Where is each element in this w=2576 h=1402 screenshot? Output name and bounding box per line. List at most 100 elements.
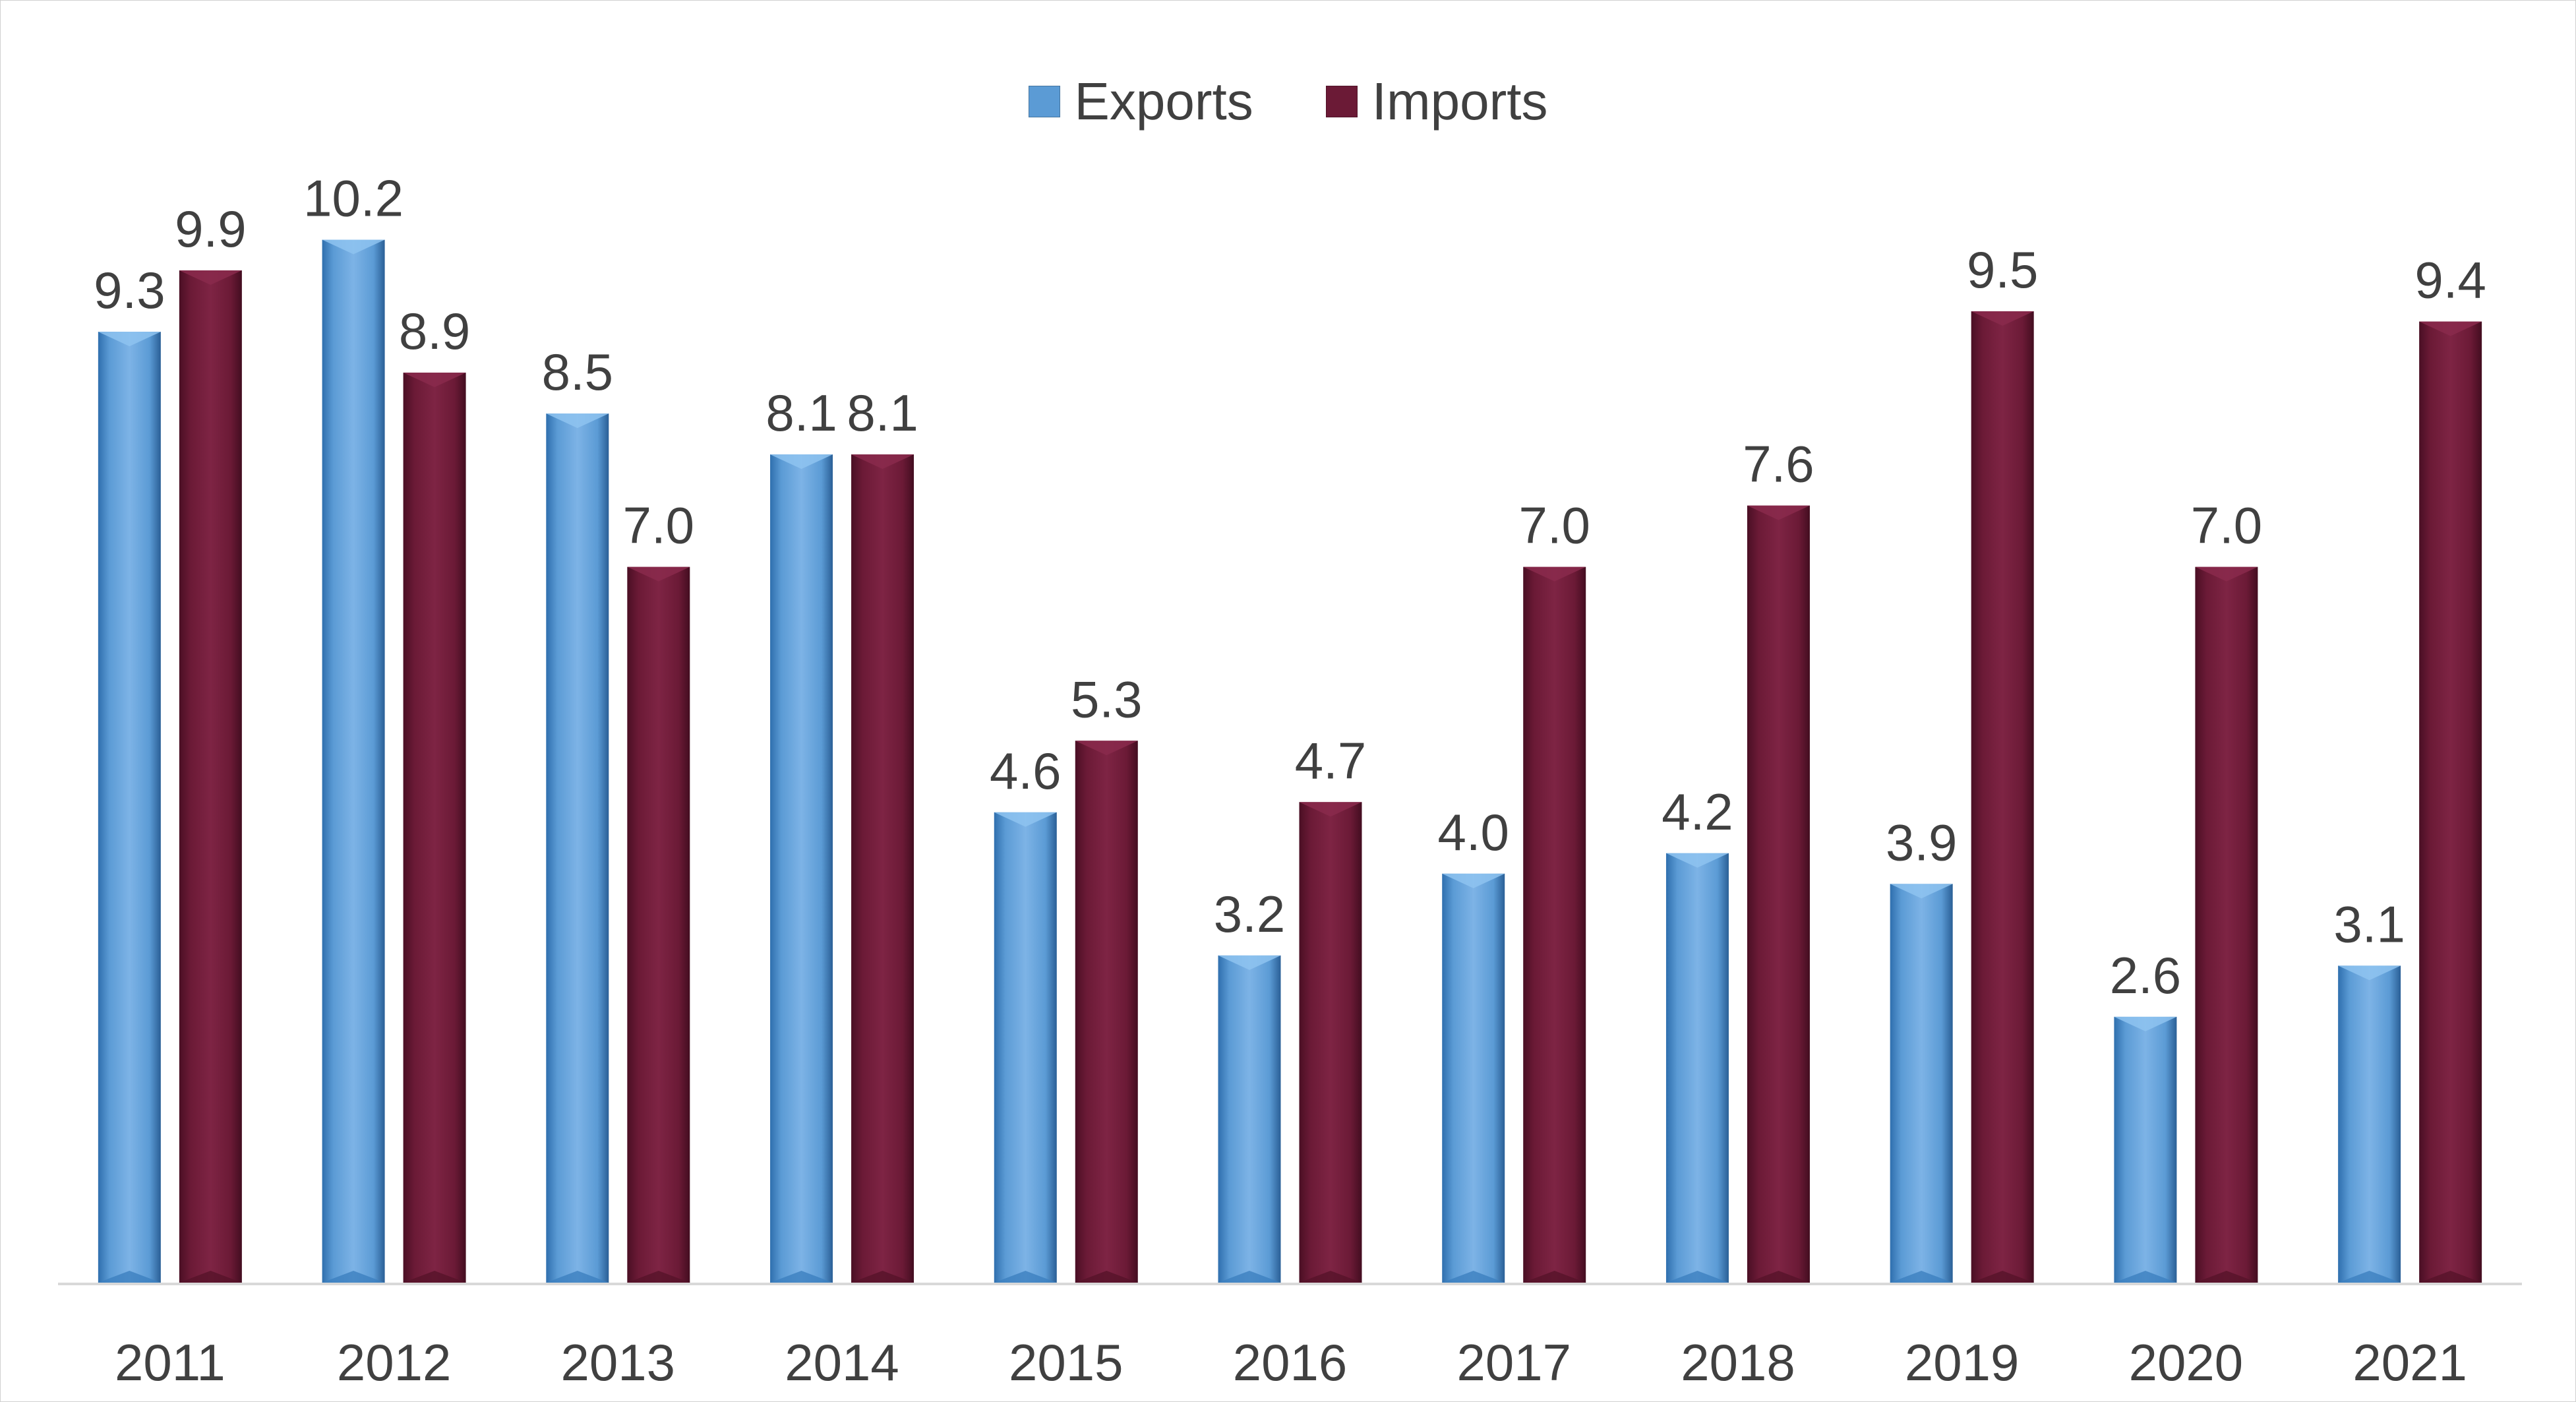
bar-exports-2013 — [546, 413, 609, 1283]
data-label-exports-2019: 3.9 — [1886, 813, 1957, 871]
bar-cap-imports-2012 — [403, 373, 466, 388]
data-label-exports-2016: 3.2 — [1214, 885, 1285, 943]
data-label-imports-2021: 9.4 — [2414, 251, 2486, 309]
bar-cap-imports-2013 — [627, 566, 690, 582]
x-tick-label-2019: 2019 — [1905, 1333, 2020, 1391]
legend-label-imports: Imports — [1371, 72, 1548, 131]
legend: Exports Imports — [0, 71, 2576, 132]
bar-cap-imports-2016 — [1299, 802, 1362, 817]
data-label-exports-2011: 9.3 — [94, 261, 165, 319]
x-tick-label-2020: 2020 — [2129, 1333, 2244, 1391]
bar-exports-2015 — [994, 812, 1057, 1283]
bar-cap-exports-2012 — [322, 239, 385, 255]
bar-exports-2017 — [1442, 873, 1505, 1283]
legend-swatch-exports — [1028, 86, 1060, 117]
bar-exports-2012 — [322, 239, 385, 1283]
bar-base-imports-2012 — [403, 1271, 466, 1283]
bar-base-exports-2019 — [1890, 1271, 1953, 1283]
bar-cap-imports-2020 — [2195, 566, 2258, 582]
bar-base-exports-2011 — [98, 1271, 161, 1283]
bar-base-exports-2013 — [546, 1271, 609, 1283]
bar-imports-2014 — [851, 454, 914, 1283]
bar-exports-2018 — [1665, 853, 1729, 1283]
bar-base-imports-2019 — [1971, 1271, 2034, 1283]
x-tick-label-2013: 2013 — [561, 1333, 676, 1391]
bar-cap-exports-2011 — [98, 332, 161, 347]
legend-label-exports: Exports — [1074, 72, 1253, 131]
data-label-imports-2020: 7.0 — [2191, 497, 2262, 555]
x-tick-label-2018: 2018 — [1681, 1333, 1795, 1391]
bar-exports-2016 — [1218, 955, 1281, 1283]
bar-cap-exports-2016 — [1218, 955, 1281, 970]
data-label-imports-2011: 9.9 — [175, 200, 246, 258]
bar-imports-2012 — [403, 373, 466, 1283]
bar-base-imports-2011 — [179, 1271, 242, 1283]
data-label-imports-2016: 4.7 — [1295, 731, 1366, 789]
data-label-exports-2020: 2.6 — [2110, 946, 2181, 1004]
bar-base-imports-2014 — [851, 1271, 914, 1283]
bar-base-exports-2014 — [770, 1271, 833, 1283]
bar-base-exports-2017 — [1442, 1271, 1505, 1283]
bar-base-imports-2015 — [1075, 1271, 1138, 1283]
bar-base-imports-2013 — [627, 1271, 690, 1283]
bar-imports-2016 — [1299, 802, 1362, 1283]
bar-cap-imports-2015 — [1075, 741, 1138, 756]
bar-base-imports-2021 — [2419, 1271, 2482, 1283]
bar-cap-exports-2013 — [546, 413, 609, 429]
bar-base-imports-2020 — [2195, 1271, 2258, 1283]
bar-base-imports-2018 — [1747, 1271, 1810, 1283]
data-label-imports-2015: 5.3 — [1071, 670, 1142, 728]
bar-base-exports-2012 — [322, 1271, 385, 1283]
data-label-exports-2013: 8.5 — [542, 343, 613, 401]
x-tick-label-2017: 2017 — [1456, 1333, 1571, 1391]
bar-imports-2020 — [2195, 566, 2258, 1283]
bar-cap-imports-2014 — [851, 454, 914, 470]
bar-imports-2011 — [179, 270, 242, 1283]
bar-cap-exports-2019 — [1890, 884, 1953, 899]
legend-item-exports: Exports — [1028, 71, 1253, 132]
bar-base-exports-2020 — [2114, 1271, 2177, 1283]
bar-exports-2019 — [1890, 884, 1953, 1283]
data-label-exports-2018: 4.2 — [1662, 783, 1733, 841]
bar-cap-exports-2017 — [1442, 873, 1505, 888]
bar-base-exports-2015 — [994, 1271, 1057, 1283]
bar-imports-2021 — [2419, 321, 2482, 1283]
bar-cap-exports-2015 — [994, 812, 1057, 827]
data-label-exports-2021: 3.1 — [2333, 895, 2405, 953]
x-tick-label-2021: 2021 — [2352, 1333, 2467, 1391]
bar-base-imports-2017 — [1523, 1271, 1586, 1283]
bar-exports-2021 — [2338, 965, 2401, 1283]
x-tick-label-2016: 2016 — [1233, 1333, 1348, 1391]
data-label-imports-2019: 9.5 — [1967, 241, 2038, 299]
data-label-imports-2014: 8.1 — [847, 384, 918, 442]
bar-cap-imports-2018 — [1747, 505, 1810, 520]
x-tick-label-2012: 2012 — [337, 1333, 452, 1391]
data-label-exports-2015: 4.6 — [990, 742, 1061, 800]
bar-cap-exports-2021 — [2338, 965, 2401, 981]
bar-cap-exports-2014 — [770, 454, 833, 470]
bar-exports-2020 — [2114, 1016, 2177, 1283]
bar-exports-2011 — [98, 332, 161, 1283]
data-label-imports-2018: 7.6 — [1743, 435, 1814, 493]
bar-cap-imports-2021 — [2419, 321, 2482, 336]
bar-base-imports-2016 — [1299, 1271, 1362, 1283]
bar-imports-2019 — [1971, 311, 2034, 1283]
data-label-exports-2014: 8.1 — [765, 384, 837, 442]
bar-cap-imports-2019 — [1971, 311, 2034, 326]
bar-cap-exports-2018 — [1665, 853, 1729, 868]
bar-base-exports-2021 — [2338, 1271, 2401, 1283]
data-label-exports-2012: 10.2 — [303, 169, 404, 228]
data-label-imports-2017: 7.0 — [1519, 497, 1590, 555]
bar-imports-2013 — [627, 566, 690, 1283]
data-label-imports-2013: 7.0 — [623, 497, 694, 555]
bar-cap-imports-2017 — [1523, 566, 1586, 582]
data-label-exports-2017: 4.0 — [1438, 803, 1509, 861]
x-tick-label-2015: 2015 — [1009, 1333, 1123, 1391]
bar-imports-2015 — [1075, 741, 1138, 1283]
bar-base-exports-2016 — [1218, 1271, 1281, 1283]
bar-cap-exports-2020 — [2114, 1016, 2177, 1031]
bar-exports-2014 — [770, 454, 833, 1283]
legend-swatch-imports — [1325, 86, 1358, 117]
data-label-imports-2012: 8.9 — [399, 302, 470, 360]
